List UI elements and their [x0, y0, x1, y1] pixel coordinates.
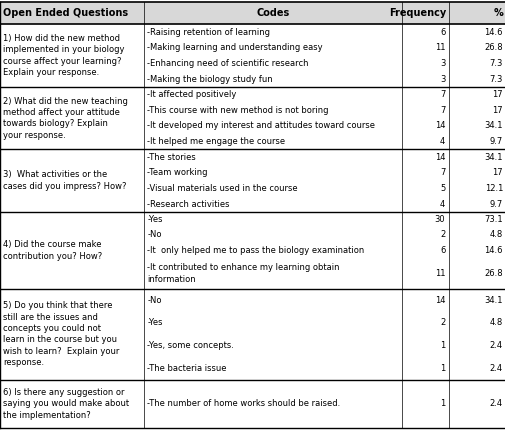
- Text: Frequency: Frequency: [388, 8, 445, 18]
- Text: 5: 5: [439, 184, 444, 193]
- Text: 11: 11: [434, 43, 444, 52]
- Text: 17: 17: [491, 169, 502, 178]
- Text: 17: 17: [491, 90, 502, 99]
- Text: 3: 3: [439, 75, 444, 83]
- Text: 2: 2: [439, 318, 444, 327]
- Text: 4.8: 4.8: [489, 318, 502, 327]
- Text: 7: 7: [439, 169, 444, 178]
- Text: 4: 4: [439, 137, 444, 146]
- Text: -It helped me engage the course: -It helped me engage the course: [147, 137, 285, 146]
- Text: 14: 14: [434, 153, 444, 162]
- Text: 30: 30: [434, 215, 444, 224]
- Text: 14: 14: [434, 122, 444, 130]
- Text: -Yes: -Yes: [147, 215, 163, 224]
- Text: Codes: Codes: [256, 8, 289, 18]
- Text: 73.1: 73.1: [483, 215, 502, 224]
- Text: 14: 14: [434, 295, 444, 304]
- Text: 34.1: 34.1: [484, 295, 502, 304]
- Text: -This course with new method is not boring: -This course with new method is not bori…: [147, 106, 328, 115]
- Text: 6: 6: [439, 246, 444, 255]
- Text: 11: 11: [434, 269, 444, 278]
- Text: 9.7: 9.7: [489, 137, 502, 146]
- Text: 17: 17: [491, 106, 502, 115]
- Text: 5) Do you think that there
still are the issues and
concepts you could not
learn: 5) Do you think that there still are the…: [3, 301, 119, 367]
- Text: -Enhancing need of scientific research: -Enhancing need of scientific research: [147, 59, 308, 68]
- Text: -It contributed to enhance my learning obtain
information: -It contributed to enhance my learning o…: [147, 263, 339, 284]
- Text: 26.8: 26.8: [483, 43, 502, 52]
- Text: 12.1: 12.1: [484, 184, 502, 193]
- Text: 1) How did the new method
implemented in your biology
course affect your learnin: 1) How did the new method implemented in…: [3, 34, 124, 77]
- Text: -Raising retention of learning: -Raising retention of learning: [147, 28, 270, 37]
- Text: -Making learning and understanding easy: -Making learning and understanding easy: [147, 43, 322, 52]
- Text: 6: 6: [439, 28, 444, 37]
- Text: 1: 1: [439, 399, 444, 408]
- Text: -No: -No: [147, 295, 162, 304]
- Text: -Making the biology study fun: -Making the biology study fun: [147, 75, 272, 83]
- Text: 14.6: 14.6: [484, 246, 502, 255]
- Text: 3)  What activities or the
cases did you impress? How?: 3) What activities or the cases did you …: [3, 170, 126, 191]
- Text: 7.3: 7.3: [489, 59, 502, 68]
- Text: 4: 4: [439, 200, 444, 209]
- Text: -Yes, some concepts.: -Yes, some concepts.: [147, 341, 234, 350]
- Text: Open Ended Questions: Open Ended Questions: [3, 8, 128, 18]
- Text: 1: 1: [439, 341, 444, 350]
- Text: 26.8: 26.8: [483, 269, 502, 278]
- Text: 14.6: 14.6: [484, 28, 502, 37]
- Bar: [0, 87, 505, 150]
- Text: 34.1: 34.1: [484, 122, 502, 130]
- Text: -Team working: -Team working: [147, 169, 207, 178]
- Text: -The stories: -The stories: [147, 153, 195, 162]
- Bar: [0, 150, 505, 212]
- Text: 34.1: 34.1: [484, 153, 502, 162]
- Text: 6) Is there any suggestion or
saying you would make about
the implementation?: 6) Is there any suggestion or saying you…: [3, 388, 129, 420]
- Text: 4.8: 4.8: [489, 230, 502, 240]
- Text: 2.4: 2.4: [489, 341, 502, 350]
- Text: 3: 3: [439, 59, 444, 68]
- Bar: [0, 380, 505, 428]
- Text: 2.4: 2.4: [489, 399, 502, 408]
- Text: 2: 2: [439, 230, 444, 240]
- Text: -The bacteria issue: -The bacteria issue: [147, 364, 226, 373]
- Text: -The number of home works should be raised.: -The number of home works should be rais…: [147, 399, 340, 408]
- Text: -It developed my interest and attitudes toward course: -It developed my interest and attitudes …: [147, 122, 375, 130]
- Text: -Visual materials used in the course: -Visual materials used in the course: [147, 184, 297, 193]
- Text: 7: 7: [439, 106, 444, 115]
- Text: 9.7: 9.7: [489, 200, 502, 209]
- Text: 7: 7: [439, 90, 444, 99]
- Text: 4) Did the course make
contribution you? How?: 4) Did the course make contribution you?…: [3, 240, 102, 261]
- Text: -Yes: -Yes: [147, 318, 163, 327]
- Text: 2.4: 2.4: [489, 364, 502, 373]
- Text: -It affected positively: -It affected positively: [147, 90, 236, 99]
- Text: -It  only helped me to pass the biology examination: -It only helped me to pass the biology e…: [147, 246, 364, 255]
- Text: 7.3: 7.3: [489, 75, 502, 83]
- Bar: [0, 25, 505, 87]
- Bar: [0, 212, 505, 289]
- Text: 2) What did the new teaching
method affect your attitude
towards biology? Explai: 2) What did the new teaching method affe…: [3, 96, 128, 140]
- Text: %: %: [492, 8, 502, 18]
- Text: -No: -No: [147, 230, 162, 240]
- Text: 1: 1: [439, 364, 444, 373]
- Text: -Research activities: -Research activities: [147, 200, 229, 209]
- Bar: [0, 289, 505, 380]
- Bar: [0, 2, 505, 25]
